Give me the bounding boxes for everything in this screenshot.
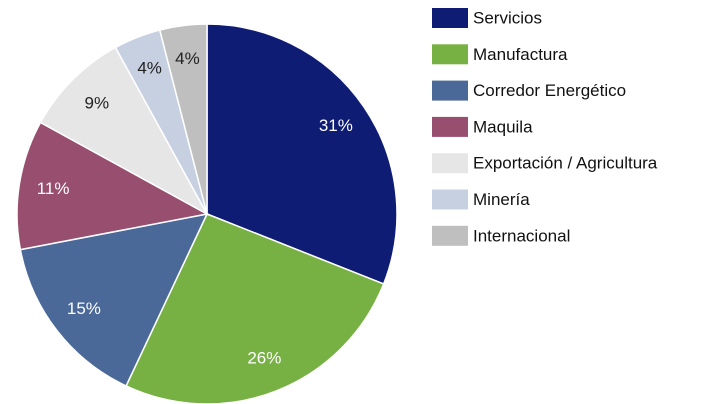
pie-slice [158,23,208,215]
data-label: 15% [67,299,101,318]
pie-slice [39,46,209,216]
pie-slice [16,121,210,251]
data-label: 26% [247,348,281,367]
legend-label: Maquila [473,117,533,136]
legend-label: Manufactura [473,45,568,64]
legend-swatch [432,44,468,65]
legend-swatch [432,116,468,137]
legend-label: Servicios [473,8,542,27]
data-label: 4% [137,59,162,78]
legend-label: Internacional [473,226,570,245]
legend-label: Exportación / Agricultura [473,154,658,173]
legend-label: Minería [473,190,530,209]
legend-swatch [432,153,468,174]
legend-swatch [432,225,468,246]
pie-slice [19,212,209,387]
pie-slice [206,23,398,285]
data-label: 4% [175,49,200,68]
legend-swatch [432,80,468,101]
legend-swatch [432,8,468,28]
legend-swatch [432,189,468,210]
data-label: 31% [319,116,353,135]
data-label: 9% [85,93,110,112]
data-label: 11% [37,179,70,198]
legend-label: Corredor Energético [473,81,626,100]
pie-slice [125,213,385,404]
